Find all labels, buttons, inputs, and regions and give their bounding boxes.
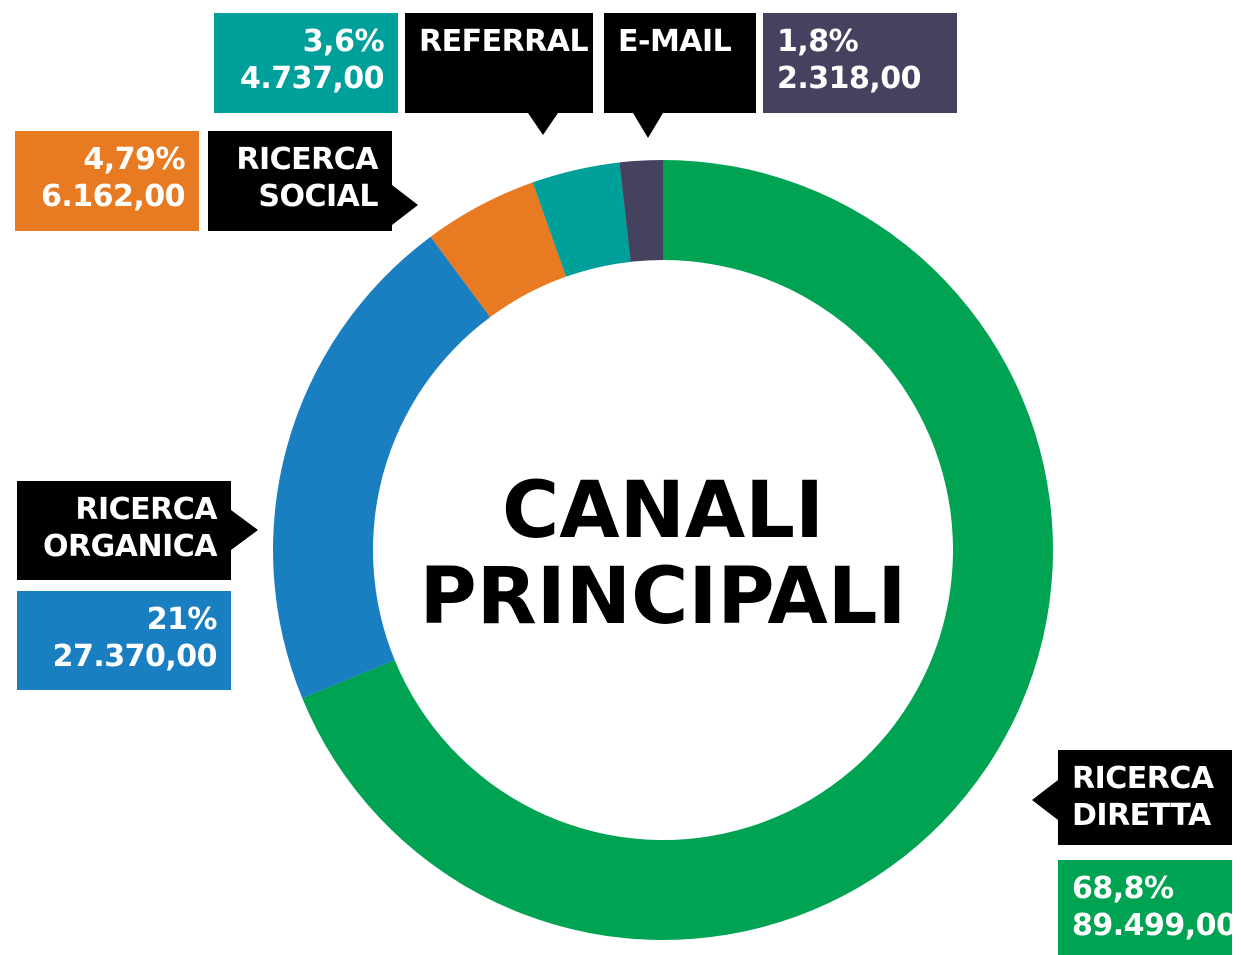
value-label-box: 21% 27.370,00 (17, 591, 231, 690)
percentage-label: 21% (146, 602, 218, 637)
value-label-box: 4,79% 6.162,00 (15, 131, 199, 231)
value-label-box: 3,6% 4.737,00 (214, 13, 398, 113)
value-label: 89.499,00 (1072, 908, 1237, 943)
donut-segment (619, 160, 663, 262)
category-label-box: REFERRAL (405, 13, 593, 113)
chart-title: CANALI PRINCIPALI (419, 466, 907, 642)
label-pointer (1032, 780, 1058, 820)
label-pointer (528, 113, 558, 135)
donut-segment (273, 236, 491, 699)
percentage-label: 68,8% (1072, 871, 1174, 906)
percentage-label: 3,6% (302, 24, 385, 59)
label-pointer (231, 510, 258, 550)
label-pointer (633, 113, 663, 138)
percentage-label: 1,8% (777, 24, 859, 59)
label-pointer (392, 185, 418, 225)
value-label-box: 1,8% 2.318,00 (763, 13, 957, 113)
category-label-box: RICERCA SOCIAL (208, 131, 392, 231)
category-label-box: E-MAIL (604, 13, 756, 113)
category-label-box: RICERCA DIRETTA (1058, 750, 1232, 845)
category-label-box: RICERCA ORGANICA (17, 481, 231, 580)
value-label: 4.737,00 (239, 61, 385, 96)
value-label: 27.370,00 (52, 639, 218, 674)
category-label: E-MAIL (618, 24, 732, 59)
category-label: RICERCA ORGANICA (43, 492, 217, 564)
category-label: RICERCA DIRETTA (1072, 761, 1214, 833)
value-label: 6.162,00 (40, 179, 186, 214)
donut-segment (430, 182, 567, 318)
category-label: RICERCA SOCIAL (236, 142, 378, 214)
percentage-label: 4,79% (83, 142, 185, 177)
value-label-box: 68,8% 89.499,00 (1058, 860, 1237, 955)
category-label: REFERRAL (419, 24, 589, 59)
value-label: 2.318,00 (777, 61, 922, 96)
donut-segment (532, 162, 631, 277)
